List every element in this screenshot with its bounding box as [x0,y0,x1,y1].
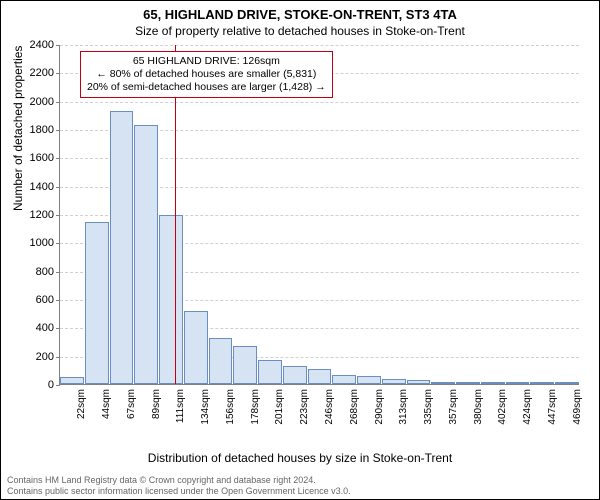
y-tick-label: 400 [36,322,60,334]
y-tick-label: 2200 [30,67,60,79]
histogram-bar [60,377,84,384]
x-tick-label: 380sqm [473,389,484,425]
y-tick-label: 1600 [30,152,60,164]
histogram-bar [134,125,158,384]
y-tick-label: 200 [36,351,60,363]
footer-line1: Contains HM Land Registry data © Crown c… [7,475,593,486]
x-tick-label: 246sqm [324,389,335,425]
histogram-bar [481,382,505,384]
x-tick-label: 67sqm [126,389,137,419]
histogram-bar [431,382,455,384]
histogram-bar [184,311,208,384]
histogram-bar [382,379,406,384]
x-tick-label: 44sqm [101,389,112,419]
x-tick-label: 447sqm [547,389,558,425]
x-tick-label: 469sqm [572,389,583,425]
histogram-bar [456,382,480,384]
chart-container: 65, HIGHLAND DRIVE, STOKE-ON-TRENT, ST3 … [0,0,600,500]
histogram-bar [209,338,233,384]
x-tick-label: 357sqm [448,389,459,425]
plot: 0200400600800100012001400160018002000220… [59,45,579,385]
attribution-footer: Contains HM Land Registry data © Crown c… [7,475,593,497]
x-tick-label: 335sqm [423,389,434,425]
y-tick-label: 0 [48,379,60,391]
x-tick-label: 223sqm [299,389,310,425]
gridline [60,45,579,46]
x-axis-label: Distribution of detached houses by size … [1,451,599,465]
x-tick-label: 134sqm [200,389,211,425]
y-tick-label: 1000 [30,237,60,249]
histogram-bar [258,360,282,384]
annotation-line: 20% of semi-detached houses are larger (… [87,81,326,94]
annotation-line: 65 HIGHLAND DRIVE: 126sqm [87,55,326,68]
y-tick-label: 2000 [30,96,60,108]
histogram-bar [110,111,134,384]
chart-title-address: 65, HIGHLAND DRIVE, STOKE-ON-TRENT, ST3 … [1,1,599,22]
y-tick-label: 1400 [30,181,60,193]
y-tick-label: 800 [36,266,60,278]
histogram-bar [332,375,356,384]
annotation-line: ← 80% of detached houses are smaller (5,… [87,68,326,81]
x-tick-label: 402sqm [497,389,508,425]
x-tick-label: 89sqm [151,389,162,419]
histogram-bar [233,346,257,384]
histogram-bar [283,366,307,384]
y-axis-label: Number of detached properties [11,46,25,211]
gridline [60,102,579,103]
x-tick-label: 424sqm [522,389,533,425]
x-tick-label: 156sqm [225,389,236,425]
histogram-bar [308,369,332,384]
y-tick-label: 1800 [30,124,60,136]
x-tick-label: 313sqm [398,389,409,425]
chart-subtitle: Size of property relative to detached ho… [1,22,599,42]
histogram-bar [159,215,183,385]
x-tick-label: 290sqm [374,389,385,425]
footer-line2: Contains public sector information licen… [7,486,593,497]
x-tick-label: 22sqm [76,389,87,419]
plot-area: 0200400600800100012001400160018002000220… [59,45,579,411]
x-tick-label: 268sqm [349,389,360,425]
x-tick-label: 111sqm [175,389,186,423]
histogram-bar [555,382,579,384]
y-tick-label: 2400 [30,39,60,51]
y-tick-label: 600 [36,294,60,306]
y-tick-label: 1200 [30,209,60,221]
x-tick-label: 201sqm [274,389,285,425]
histogram-bar [357,376,381,384]
x-tick-label: 178sqm [250,389,261,425]
histogram-bar [85,222,109,384]
histogram-bar [506,382,530,384]
histogram-bar [530,382,554,384]
histogram-bar [407,380,431,384]
annotation-box: 65 HIGHLAND DRIVE: 126sqm← 80% of detach… [80,51,333,98]
